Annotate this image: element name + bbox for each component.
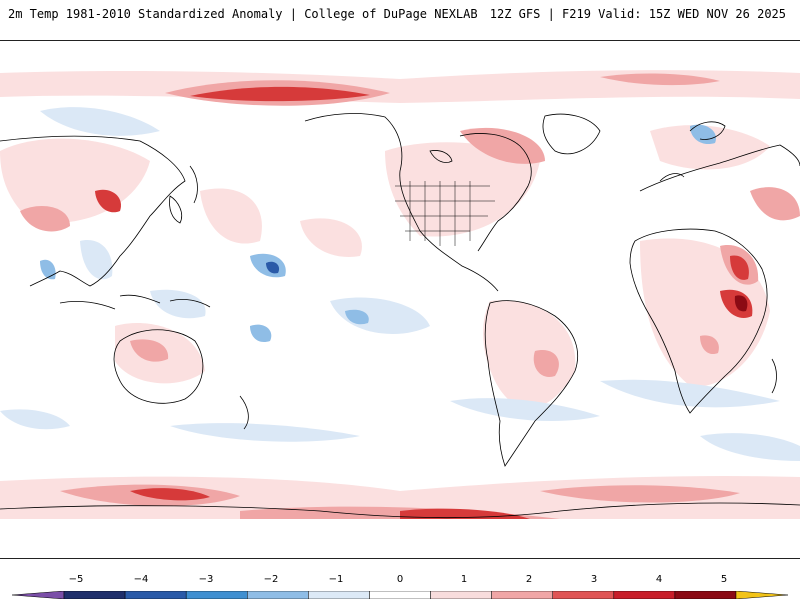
colorbar-segment [12,591,65,599]
anomaly-map[interactable] [0,40,800,559]
colorbar-tick: 4 [655,574,663,585]
colorbar-segment [674,591,737,599]
map-header: 2m Temp 1981-2010 Standardized Anomaly |… [0,0,800,30]
colorbar-tick: −5 [68,574,84,585]
colorbar-segment [185,591,248,599]
colorbar-segment [552,591,615,599]
colorbar-tick: −2 [263,574,279,585]
colorbar-segment [430,591,492,599]
colorbar-tick: 0 [396,574,404,585]
model-run-label: 12Z GFS | F219 Valid: 15Z WED NOV 26 202… [489,7,786,21]
colorbar-segment [369,591,431,599]
colorbar-tick: 1 [460,574,468,585]
map-canvas [0,70,800,519]
colorbar-segment [247,591,309,599]
colorbar-segment [124,591,187,599]
colorbar-tick: 3 [590,574,598,585]
colorbar-segment [63,591,126,599]
colorbar-tick: 5 [720,574,728,585]
colorbar-scale [12,591,788,599]
state-boundaries [395,181,495,246]
map-title: 2m Temp 1981-2010 Standardized Anomaly |… [8,7,478,21]
anomaly-colorbar: −5 −4 −3 −2 −1 0 1 2 3 4 5 [0,562,800,600]
colorbar-segment [308,591,370,599]
colorbar-tick: −3 [198,574,214,585]
colorbar-tick: −1 [328,574,344,585]
colorbar-segment [735,591,788,599]
anomaly-shading [0,70,800,519]
colorbar-tick: 2 [525,574,533,585]
coastlines [0,113,800,519]
colorbar-segment [491,591,553,599]
colorbar-segment [613,591,676,599]
colorbar-tick: −4 [133,574,149,585]
